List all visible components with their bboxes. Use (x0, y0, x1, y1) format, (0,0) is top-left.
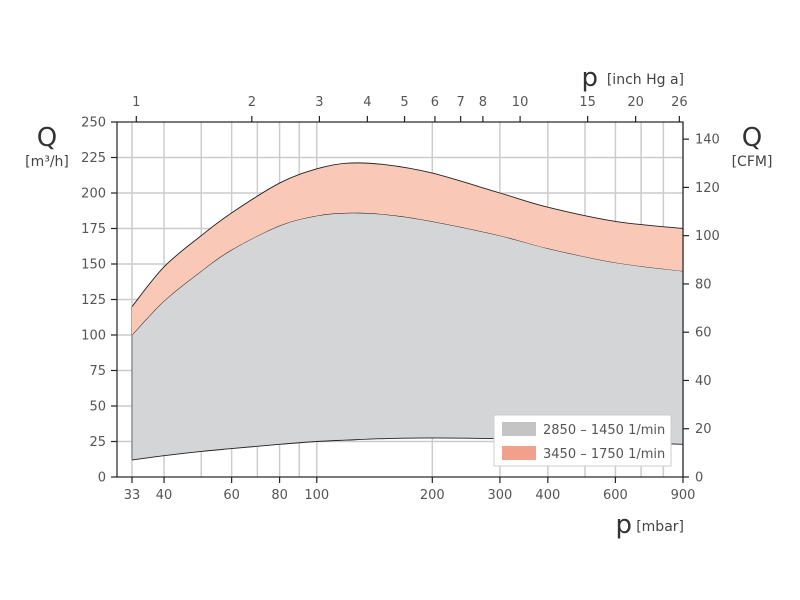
bottom-tick-label: 80 (271, 488, 288, 503)
performance-areas (131, 162, 684, 461)
left-tick-label: 150 (81, 258, 106, 273)
right-tick-label: 40 (695, 374, 712, 389)
top-tick-label: 5 (400, 95, 408, 110)
left-axis-symbol: Q (37, 123, 57, 153)
legend-label-3450-1750: 3450 – 1750 1/min (543, 447, 665, 462)
left-tick-label: 25 (89, 435, 106, 450)
top-tick-label: 7 (456, 95, 464, 110)
left-tick-label: 225 (81, 151, 106, 166)
left-tick-label: 100 (81, 329, 106, 344)
bottom-tick-label: 200 (420, 488, 445, 503)
right-tick-label: 120 (695, 181, 720, 196)
legend: 2850 – 1450 1/min 3450 – 1750 1/min (493, 414, 672, 467)
top-tick-label: 26 (671, 95, 688, 110)
band-0 (132, 212, 683, 460)
top-tick-label: 8 (479, 95, 487, 110)
top-tick-label: 20 (627, 95, 644, 110)
axes: 0255075100125150175200225250020406080100… (81, 95, 720, 503)
left-axis-unit: [m³/h] (25, 154, 69, 170)
top-axis-unit: [inch Hg a] (607, 72, 684, 88)
top-tick-label: 1 (132, 95, 140, 110)
right-tick-label: 100 (695, 229, 720, 244)
legend-label-2850-1450: 2850 – 1450 1/min (543, 423, 665, 438)
right-tick-label: 20 (695, 422, 712, 437)
band-1-upper-line (131, 162, 684, 307)
bottom-tick-label: 400 (535, 488, 560, 503)
top-tick-label: 3 (315, 95, 323, 110)
legend-swatch-3450-1750 (502, 446, 536, 460)
right-tick-label: 0 (695, 471, 703, 486)
right-axis-unit: [CFM] (732, 154, 773, 170)
top-tick-label: 4 (363, 95, 371, 110)
left-tick-label: 0 (98, 471, 106, 486)
bottom-tick-label: 300 (487, 488, 512, 503)
left-tick-label: 50 (89, 400, 106, 415)
left-tick-label: 175 (81, 222, 106, 237)
right-tick-label: 80 (695, 277, 712, 292)
right-tick-label: 140 (695, 133, 720, 148)
bottom-tick-label: 60 (223, 488, 240, 503)
left-tick-label: 125 (81, 293, 106, 308)
top-tick-label: 15 (579, 95, 596, 110)
bottom-tick-label: 100 (304, 488, 329, 503)
band-1 (132, 162, 683, 335)
bottom-tick-label: 900 (671, 488, 696, 503)
left-tick-label: 250 (81, 116, 106, 131)
left-tick-label: 75 (89, 364, 106, 379)
left-tick-label: 200 (81, 187, 106, 202)
bottom-tick-label: 40 (156, 488, 173, 503)
bottom-tick-label: 600 (603, 488, 628, 503)
top-axis-symbol: p (581, 63, 598, 93)
bottom-axis-unit: [mbar] (636, 519, 684, 535)
right-tick-label: 60 (695, 326, 712, 341)
right-axis-symbol: Q (742, 123, 762, 153)
top-tick-label: 6 (431, 95, 439, 110)
top-tick-label: 2 (248, 95, 256, 110)
bottom-axis-symbol: p (615, 510, 632, 540)
top-tick-label: 10 (512, 95, 529, 110)
legend-swatch-2850-1450 (502, 422, 536, 436)
bottom-tick-label: 33 (124, 488, 141, 503)
